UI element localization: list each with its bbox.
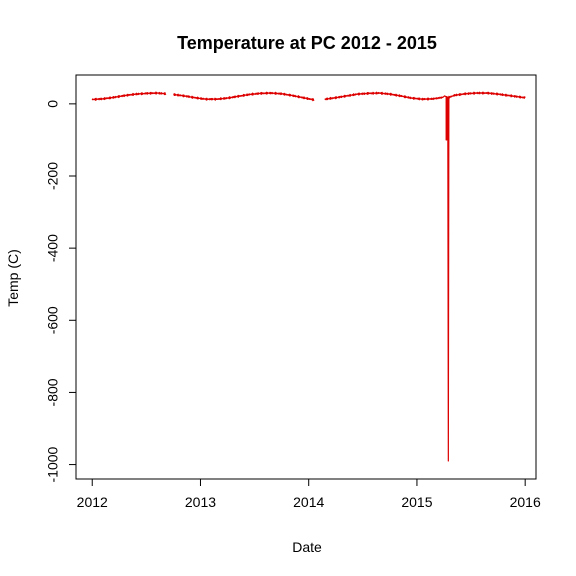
y-tick-label: -200 [45, 162, 61, 190]
x-axis: 2012 2013 2014 2015 2016 [77, 478, 541, 510]
x-tick-label: 2013 [185, 494, 216, 510]
chart-title: Temperature at PC 2012 - 2015 [177, 33, 437, 53]
y-tick-label: -400 [45, 234, 61, 262]
series-group [91, 91, 526, 462]
y-tick-label: 0 [45, 100, 61, 108]
y-tick-label: -800 [45, 378, 61, 406]
temperature-series-line [173, 91, 315, 102]
temperature-series-line [91, 91, 167, 101]
y-axis: 0 -200 -400 -600 -800 -1000 [45, 100, 77, 482]
x-tick-label: 2012 [77, 494, 108, 510]
y-tick-label: -600 [45, 306, 61, 334]
x-axis-label: Date [292, 539, 322, 555]
temperature-series-line [324, 91, 526, 462]
x-tick-label: 2016 [510, 494, 541, 510]
plot-frame [75, 74, 537, 480]
y-axis-label: Temp (C) [5, 249, 21, 307]
x-tick-label: 2014 [293, 494, 324, 510]
y-tick-label: -1000 [45, 446, 61, 482]
x-tick-label: 2015 [401, 494, 432, 510]
